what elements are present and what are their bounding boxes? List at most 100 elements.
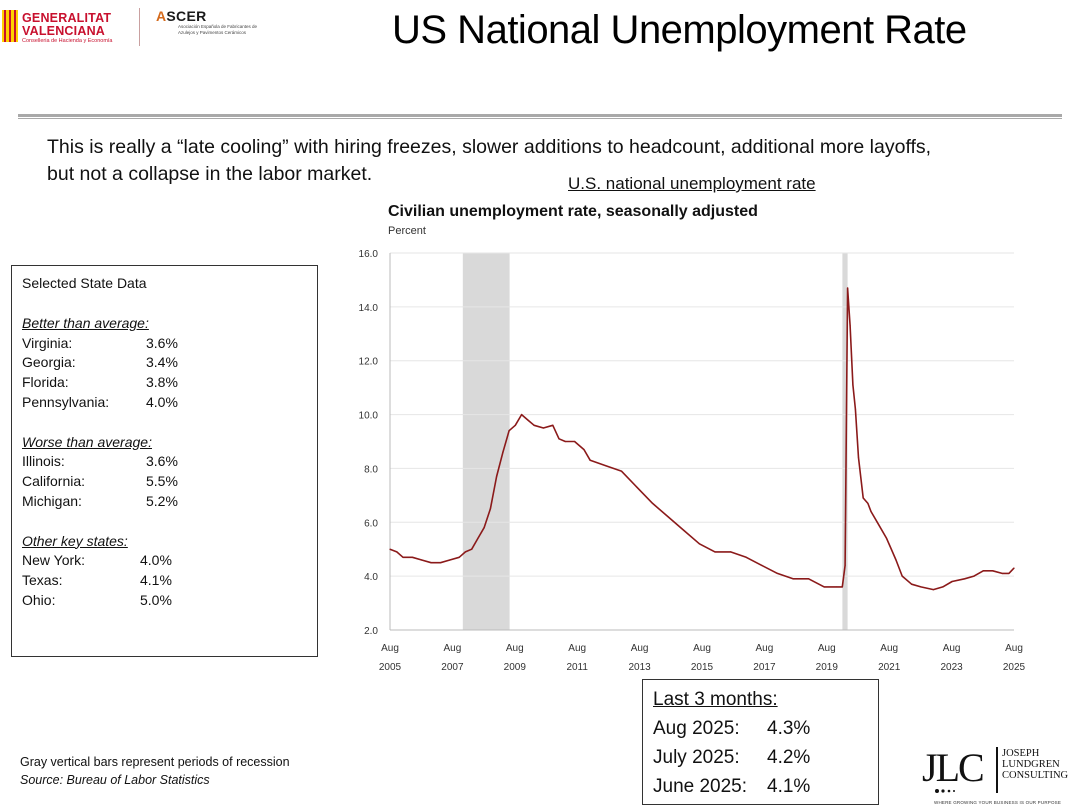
x-tick-month: Aug [1005,643,1023,654]
x-tick-year: 2013 [628,662,651,673]
data-point [761,564,763,566]
data-point [910,583,913,585]
state-name: Florida: [22,374,69,391]
state-row: Georgia: 3.4% [22,353,307,373]
jlc-logo-tagline: WHERE GROWING YOUR BUSINESS IS OUR PURPO… [934,800,1062,805]
data-point [942,586,944,588]
data-point [932,589,935,591]
state-row: Michigan: 5.2% [22,492,307,512]
title-divider [18,114,1062,119]
chart-source-link[interactable]: U.S. national unemployment rate [568,174,816,193]
generalitat-valenciana-logo: GENERALITAT VALENCIANA Conselleria de Ha… [0,6,130,48]
state-name: New York: [22,552,86,569]
state-row: Texas: 4.1% [22,571,307,591]
data-point [862,497,864,499]
data-point [564,440,566,443]
y-tick-label: 12.0 [359,357,379,368]
data-point [396,551,398,553]
data-point [901,575,903,577]
jlc-logo-bar [996,747,998,793]
x-tick-month: Aug [568,643,586,654]
data-point [471,548,473,550]
data-point [458,556,460,558]
data-point [920,586,922,588]
last-3-months-panel: Last 3 months: Aug 2025: 4.3% July 2025: 4… [642,679,879,805]
data-point [667,516,669,518]
data-point [714,551,716,553]
state-row: Ohio: 5.0% [22,591,307,611]
data-point [389,548,391,550]
y-tick-label: 10.0 [359,411,379,422]
month-label: June 2025: [653,776,748,797]
state-row: California: 5.5% [22,472,307,492]
x-axis-ticks: Aug 2005 Aug 2007 Aug 2009 Aug 2011 Aug 2013 Aug 20… [379,643,1026,673]
month-value: 4.3% [767,718,811,739]
data-point [542,427,545,429]
data-point [698,543,701,545]
x-tick-month: Aug [506,643,524,654]
x-tick-month: Aug [818,643,836,654]
jlc-logo-letters: JLC [922,745,985,790]
x-tick-month: Aug [444,643,462,654]
chart-title: Civilian unemployment rate, seasonally a… [388,203,758,220]
state-value: 3.6% [146,453,178,470]
data-point [895,559,897,561]
data-point [527,419,529,421]
state-name: Texas: [22,572,63,589]
data-point [439,562,442,564]
x-tick-year: 2017 [753,662,776,673]
gv-logo-subtitle: Conselleria de Hacienda y Economía [22,38,113,44]
data-point [502,451,504,453]
group-label-other: Other key states: [22,532,128,549]
state-data-panel: Selected State Data Better than average:… [11,265,318,657]
data-point [508,430,510,432]
x-tick-year: 2015 [691,662,714,673]
data-point [745,556,747,558]
data-point [552,424,554,426]
data-point [1008,572,1010,575]
x-tick-month: Aug [943,643,961,654]
data-point [992,570,994,572]
x-tick-month: Aug [631,643,649,654]
state-name: Ohio: [22,591,56,608]
footnote: Gray vertical bars represent periods of … [20,753,290,789]
state-value: 4.0% [140,552,172,569]
data-point [496,475,498,478]
y-tick-label: 16.0 [359,249,379,260]
source-note: Source: Bureau of Labor Statistics [20,773,210,787]
state-data-title: Selected State Data [22,275,147,291]
group-label-better: Better than average: [22,314,149,331]
month-value: 4.1% [767,776,811,797]
x-tick-year: 2025 [1003,662,1026,673]
data-point [558,438,560,440]
gv-logo-name: GENERALITAT VALENCIANA [22,11,112,38]
data-point [683,529,685,531]
data-point [589,459,591,461]
data-point [823,586,825,588]
series-group [389,287,1015,591]
month-row: Aug 2025: 4.3% [653,714,868,743]
x-tick-year: 2019 [816,662,839,673]
y-tick-label: 2.0 [364,626,378,637]
data-point [1013,567,1015,569]
x-tick-year: 2011 [566,662,588,673]
state-name: Georgia: [22,354,76,371]
ascer-logo: ASCER [156,8,207,24]
x-tick-month: Aug [756,643,774,654]
month-value: 4.2% [767,747,811,768]
data-point [854,408,857,410]
data-point [483,527,485,529]
state-name: Illinois: [22,453,65,470]
data-point [847,287,849,289]
data-point [620,470,623,472]
chart-y-unit: Percent [388,225,426,237]
state-value: 3.8% [146,374,178,391]
data-point [430,562,432,564]
state-value: 5.2% [146,492,178,509]
x-tick-year: 2009 [504,662,527,673]
x-tick-year: 2021 [878,662,901,673]
gridlines [389,252,1014,631]
state-name: Pennsylvania: [22,393,110,410]
data-point [841,586,843,588]
state-value: 5.0% [140,591,172,608]
